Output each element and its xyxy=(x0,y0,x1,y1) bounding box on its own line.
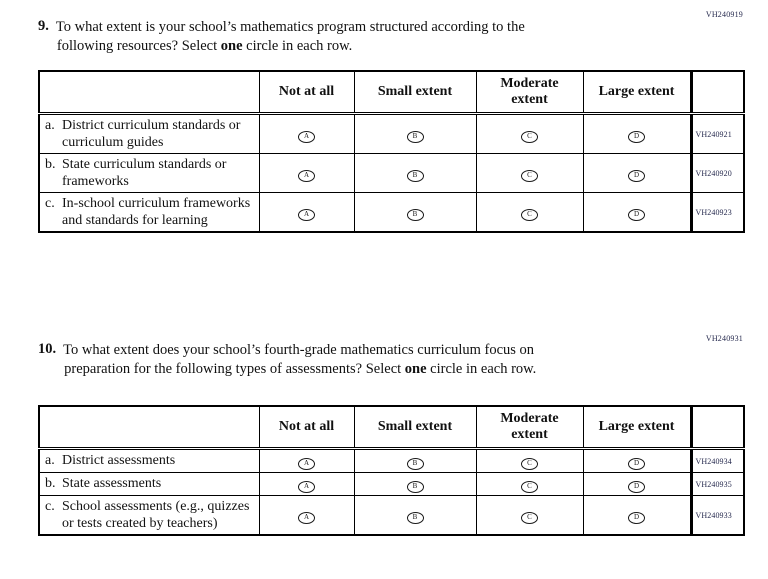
option-circle-c[interactable]: C xyxy=(521,511,538,524)
option-circle-d[interactable]: D xyxy=(628,511,645,524)
q10-response-table: Not at all Small extent Moderate extent … xyxy=(38,405,745,536)
q10-header-small-extent: Small extent xyxy=(353,405,477,450)
q9-row-c-cell-small-extent: B xyxy=(353,192,477,233)
q9-row-b-cell-moderate-extent: C xyxy=(475,153,584,193)
table-row: a. District assessments A B C D VH240934 xyxy=(38,448,745,473)
q9-header-moderate-extent: Moderate extent xyxy=(475,70,584,115)
option-circle-d[interactable]: D xyxy=(628,130,645,143)
q10-header-large-extent: Large extent xyxy=(582,405,692,450)
table-row: b. State assessments A B C D VH240935 xyxy=(38,472,745,496)
table-row: c. In-school curriculum frameworks and st… xyxy=(38,192,745,233)
question-10: VH240931 10. To what extent does your sc… xyxy=(38,334,745,536)
q10-row-b-cell-moderate-extent: C xyxy=(475,472,584,496)
q9-header-blank xyxy=(38,70,260,115)
option-circle-d[interactable]: D xyxy=(628,169,645,182)
option-circle-b[interactable]: B xyxy=(406,480,424,493)
q10-row-c-label: c. School assessments (e.g., quizzes or t… xyxy=(38,495,260,536)
option-circle-a[interactable]: A xyxy=(298,130,315,143)
option-circle-b[interactable]: B xyxy=(406,511,424,524)
q10-header-not-at-all: Not at all xyxy=(258,405,355,450)
q9-row-b-cell-not-at-all: A xyxy=(258,153,355,193)
q10-row-a-cell-moderate-extent: C xyxy=(475,448,584,473)
q9-header-large-extent: Large extent xyxy=(582,70,692,115)
question-9-text: 9. To what extent is your school’s mathe… xyxy=(38,18,525,54)
question-9: VH240919 9. To what extent is your schoo… xyxy=(38,10,745,233)
row-admin-code: VH240920 xyxy=(689,153,745,193)
question-9-number: 9. xyxy=(38,18,49,34)
q10-row-b-cell-small-extent: B xyxy=(353,472,477,496)
question-9-admin-code: VH240919 xyxy=(705,10,743,19)
q10-header-code-blank xyxy=(689,405,745,450)
option-circle-c[interactable]: C xyxy=(521,130,538,143)
q9-header-not-at-all: Not at all xyxy=(258,70,355,115)
question-10-number: 10. xyxy=(38,341,57,357)
option-circle-c[interactable]: C xyxy=(521,169,538,182)
q10-header-blank xyxy=(38,405,260,450)
q9-header-row: Not at all Small extent Moderate extent … xyxy=(38,70,745,115)
q9-row-a-cell-large-extent: D xyxy=(582,113,692,154)
option-circle-a[interactable]: A xyxy=(298,457,315,470)
q9-row-b-cell-large-extent: D xyxy=(582,153,692,193)
q9-row-b-cell-small-extent: B xyxy=(353,153,477,193)
option-circle-b[interactable]: B xyxy=(406,208,424,221)
q10-row-b-cell-not-at-all: A xyxy=(258,472,355,496)
option-circle-d[interactable]: D xyxy=(628,457,645,470)
row-admin-code: VH240935 xyxy=(689,472,745,496)
bold-one: one xyxy=(220,38,243,54)
q10-row-a-cell-small-extent: B xyxy=(353,448,477,473)
option-circle-a[interactable]: A xyxy=(298,511,315,524)
option-circle-d[interactable]: D xyxy=(628,480,645,493)
q10-row-a-cell-not-at-all: A xyxy=(258,448,355,473)
q10-header-row: Not at all Small extent Moderate extent … xyxy=(38,405,745,450)
option-circle-a[interactable]: A xyxy=(298,480,315,493)
q9-row-b-label: b. State curriculum standards or framewor… xyxy=(38,153,260,193)
q9-header-small-extent: Small extent xyxy=(353,70,477,115)
q10-row-a-label: a. District assessments xyxy=(38,448,260,473)
question-10-text: 10. To what extent does your school’s fo… xyxy=(38,341,537,377)
q10-row-c-cell-small-extent: B xyxy=(353,495,477,536)
q10-row-c-cell-moderate-extent: C xyxy=(475,495,584,536)
q9-row-a-label: a. District curriculum standards or curri… xyxy=(38,113,260,154)
option-circle-b[interactable]: B xyxy=(406,130,424,143)
question-9-text-line1: To what extent is your school’s mathemat… xyxy=(55,19,525,35)
q9-row-c-cell-moderate-extent: C xyxy=(475,192,584,233)
table-row: b. State curriculum standards or framewor… xyxy=(38,153,745,193)
table-row: c. School assessments (e.g., quizzes or t… xyxy=(38,495,745,536)
q9-row-a-cell-not-at-all: A xyxy=(258,113,355,154)
option-circle-a[interactable]: A xyxy=(298,169,315,182)
q10-row-c-cell-not-at-all: A xyxy=(258,495,355,536)
option-circle-a[interactable]: A xyxy=(298,208,315,221)
q10-row-a-cell-large-extent: D xyxy=(582,448,692,473)
option-circle-c[interactable]: C xyxy=(521,457,538,470)
bold-one: one xyxy=(404,361,427,377)
question-10-text-line1: To what extent does your school’s fourth… xyxy=(63,342,535,358)
q9-row-a-cell-moderate-extent: C xyxy=(475,113,584,154)
q9-header-code-blank xyxy=(689,70,745,115)
row-admin-code: VH240921 xyxy=(689,113,745,154)
option-circle-c[interactable]: C xyxy=(521,208,538,221)
q9-row-a-cell-small-extent: B xyxy=(353,113,477,154)
row-admin-code: VH240933 xyxy=(689,495,745,536)
q10-header-moderate-extent: Moderate extent xyxy=(475,405,584,450)
option-circle-d[interactable]: D xyxy=(628,208,645,221)
q10-row-c-cell-large-extent: D xyxy=(582,495,692,536)
q9-row-c-cell-not-at-all: A xyxy=(258,192,355,233)
option-circle-c[interactable]: C xyxy=(521,480,538,493)
row-admin-code: VH240923 xyxy=(689,192,745,233)
q9-response-table: Not at all Small extent Moderate extent … xyxy=(38,70,745,233)
q9-row-c-label: c. In-school curriculum frameworks and st… xyxy=(38,192,260,233)
q10-row-b-cell-large-extent: D xyxy=(582,472,692,496)
option-circle-b[interactable]: B xyxy=(406,169,424,182)
question-10-admin-code: VH240931 xyxy=(705,334,743,343)
row-admin-code: VH240934 xyxy=(689,448,745,473)
q9-row-c-cell-large-extent: D xyxy=(582,192,692,233)
q10-row-b-label: b. State assessments xyxy=(38,472,260,496)
table-row: a. District curriculum standards or curri… xyxy=(38,113,745,154)
option-circle-b[interactable]: B xyxy=(406,457,424,470)
